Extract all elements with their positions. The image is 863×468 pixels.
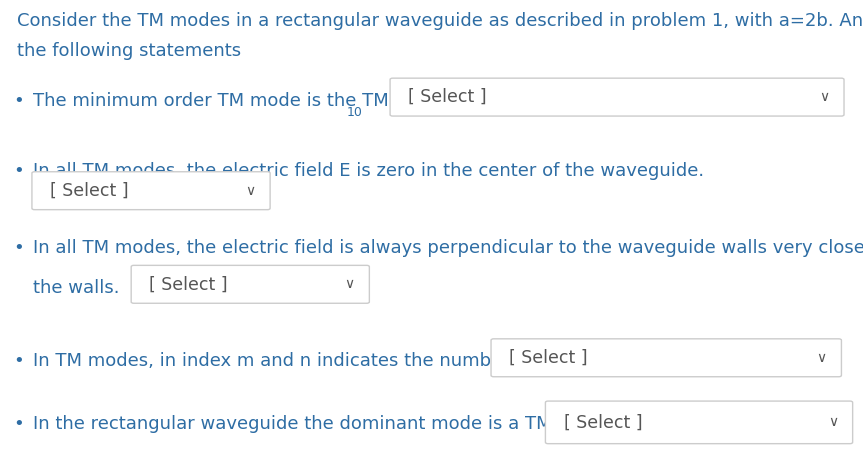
FancyBboxPatch shape <box>390 78 844 116</box>
Text: [ Select ]: [ Select ] <box>408 88 487 106</box>
Text: 10: 10 <box>347 106 362 119</box>
Text: •: • <box>13 92 23 110</box>
Text: ∨: ∨ <box>828 416 838 429</box>
Text: Consider the TM modes in a rectangular waveguide as described in problem 1, with: Consider the TM modes in a rectangular w… <box>17 12 863 29</box>
Text: ∨: ∨ <box>819 90 829 104</box>
Text: the walls.: the walls. <box>33 279 119 297</box>
Text: In all TM modes, the electric field is always perpendicular to the waveguide wal: In all TM modes, the electric field is a… <box>33 239 863 257</box>
Text: [ Select ]: [ Select ] <box>50 182 129 200</box>
Text: ∨: ∨ <box>344 278 355 291</box>
Text: ∨: ∨ <box>816 351 827 365</box>
Text: [ Select ]: [ Select ] <box>509 349 588 367</box>
Text: In the rectangular waveguide the dominant mode is a TM mode: In the rectangular waveguide the dominan… <box>33 415 608 432</box>
FancyBboxPatch shape <box>32 172 270 210</box>
Text: •: • <box>13 239 23 257</box>
Text: ∨: ∨ <box>245 184 255 197</box>
Text: •: • <box>13 415 23 432</box>
Text: In all TM modes, the electric field E is zero in the center of the waveguide.: In all TM modes, the electric field E is… <box>33 162 704 180</box>
Text: [ Select ]: [ Select ] <box>564 413 642 431</box>
Text: •: • <box>13 162 23 180</box>
Text: •: • <box>13 352 23 370</box>
FancyBboxPatch shape <box>545 401 853 444</box>
FancyBboxPatch shape <box>491 339 841 377</box>
Text: The minimum order TM mode is the TM: The minimum order TM mode is the TM <box>33 92 388 110</box>
FancyBboxPatch shape <box>131 265 369 303</box>
Text: [ Select ]: [ Select ] <box>149 275 228 293</box>
Text: the following statements: the following statements <box>17 42 242 60</box>
Text: In TM modes, in index m and n indicates the number of: In TM modes, in index m and n indicates … <box>33 352 532 370</box>
